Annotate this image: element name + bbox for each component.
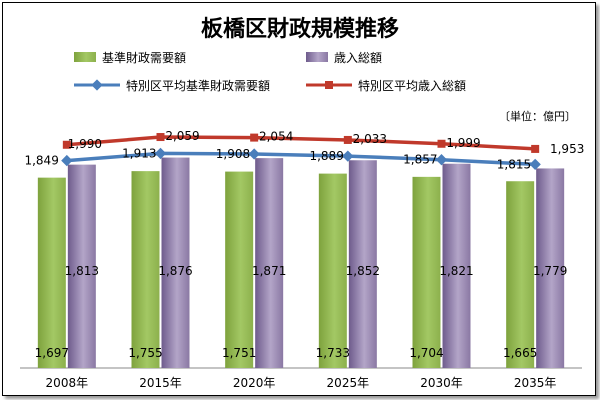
x-tick-label-2: 2020年 — [233, 376, 276, 390]
data-label-series2-5: 1,815 — [497, 157, 531, 171]
bar-series1-4 — [442, 163, 471, 368]
bar-series0-5 — [506, 181, 535, 368]
point-series3-3 — [343, 135, 352, 144]
bar-series0-0 — [37, 177, 66, 368]
point-series2-5 — [529, 158, 541, 171]
data-label-series0-4: 1,704 — [409, 346, 443, 360]
legend-label-series2: 特別区平均基準財政需要額 — [126, 78, 270, 93]
legend-marker-series2 — [91, 79, 103, 91]
data-label-series1-1: 1,876 — [158, 264, 192, 278]
point-series2-3 — [342, 150, 354, 162]
data-label-series1-4: 1,821 — [439, 264, 473, 278]
data-label-series1-0: 1,813 — [65, 264, 99, 278]
x-tick-label-1: 2015年 — [139, 376, 182, 390]
chart-title: 板橋区財政規模推移 — [201, 16, 399, 42]
legend: 基準財政需要額 歳入総額 特別区平均基準財政需要額 特別区平均歳入総額 — [74, 50, 466, 93]
bar-series0-3 — [318, 173, 347, 368]
data-label-series2-4: 1,857 — [403, 153, 437, 167]
x-tick-label-0: 2008年 — [46, 376, 89, 390]
point-series3-1 — [156, 133, 165, 142]
x-tick-label-5: 2035年 — [514, 376, 557, 390]
bar-series1-0 — [67, 164, 96, 368]
point-series3-2 — [250, 133, 259, 142]
data-label-series0-0: 1,697 — [35, 346, 69, 360]
bar-series1-1 — [161, 157, 190, 368]
legend-swatch-series1 — [306, 52, 328, 62]
legend-label-series3: 特別区平均歳入総額 — [358, 78, 466, 93]
point-series2-1 — [154, 147, 167, 160]
bar-series0-4 — [412, 176, 441, 368]
series-line-2 — [66, 151, 536, 167]
data-label-series1-5: 1,779 — [533, 264, 567, 278]
data-label-series0-3: 1,733 — [316, 346, 350, 360]
bar-series1-5 — [536, 168, 565, 368]
legend-swatch-series0 — [74, 52, 96, 62]
x-tick-label-3: 2025年 — [327, 376, 370, 390]
legend-marker-series3 — [325, 81, 333, 89]
data-label-series3-2: 2,054 — [259, 130, 293, 144]
point-series3-5 — [531, 144, 540, 153]
legend-label-series0: 基準財政需要額 — [102, 50, 186, 65]
legend-label-series1: 歳入総額 — [334, 51, 382, 65]
data-label-series0-2: 1,751 — [222, 346, 256, 360]
data-label-series1-3: 1,852 — [346, 264, 380, 278]
x-tick-label-4: 2030年 — [420, 376, 463, 390]
data-label-series0-5: 1,665 — [503, 346, 537, 360]
data-label-series3-4: 1,999 — [446, 136, 480, 150]
data-label-series1-2: 1,871 — [252, 264, 286, 278]
data-label-series0-1: 1,755 — [128, 346, 162, 360]
point-series2-4 — [435, 154, 448, 166]
data-label-series2-3: 1,889 — [309, 149, 343, 163]
bar-series1-2 — [255, 158, 284, 368]
data-label-series3-1: 2,059 — [165, 129, 199, 143]
data-label-series2-1: 1,913 — [122, 146, 156, 160]
bar-series1-3 — [348, 160, 377, 368]
bar-series0-1 — [131, 171, 160, 368]
point-series3-4 — [437, 139, 446, 148]
data-label-series3-5: 1,953 — [550, 142, 584, 156]
data-label-series2-2: 1,908 — [216, 147, 250, 161]
point-series2-0 — [61, 154, 73, 167]
data-label-series3-3: 2,033 — [353, 132, 387, 146]
data-label-series2-0: 1,849 — [24, 154, 58, 168]
series-line-3 — [66, 135, 536, 151]
point-series3-0 — [62, 140, 71, 149]
point-series2-2 — [248, 148, 260, 160]
chart-frame — [2, 2, 596, 396]
data-label-series3-0: 1,990 — [68, 137, 102, 151]
bar-series0-2 — [225, 171, 254, 368]
unit-note: 〔単位：億円〕 — [499, 109, 576, 123]
